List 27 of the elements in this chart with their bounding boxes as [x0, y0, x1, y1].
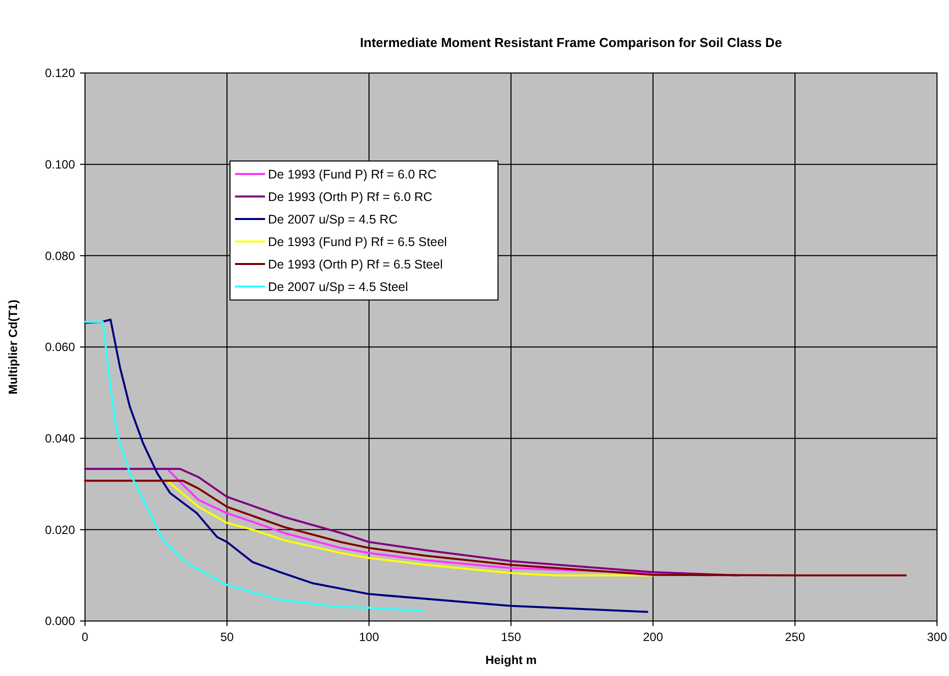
y-tick-label: 0.100 [44, 158, 76, 172]
legend-label: De 1993 (Orth P) Rf = 6.0 RC [268, 190, 432, 204]
legend-label: De 2007 u/Sp = 4.5 Steel [268, 280, 408, 294]
x-axis-title: Height m [485, 653, 537, 667]
chart-title: Intermediate Moment Resistant Frame Comparison for Soil Class De [360, 35, 782, 50]
x-tick-label: 300 [926, 630, 948, 644]
legend-label: De 1993 (Orth P) Rf = 6.5 Steel [268, 257, 443, 272]
legend-label: De 1993 (Fund P) Rf = 6.0 RC [268, 167, 436, 182]
y-tick-label: 0.120 [44, 66, 76, 80]
line-series [84, 480, 907, 576]
y-tick-label: 0.040 [44, 432, 76, 446]
y-tick-label: 0.020 [44, 522, 76, 537]
y-tick-label: 0.000 [44, 614, 76, 628]
x-tick-label: 0 [82, 630, 89, 644]
y-tick-label: 0.080 [44, 248, 76, 263]
x-tick-label: 150 [500, 630, 522, 644]
line-series [166, 480, 654, 576]
x-tick-label: 50 [220, 630, 234, 644]
line-series [84, 318, 648, 613]
line-series [84, 320, 424, 612]
x-tick-label: 250 [784, 630, 806, 644]
y-tick-label: 0.060 [44, 340, 76, 354]
x-tick-label: 200 [642, 630, 664, 644]
legend-label: De 2007 u/Sp = 4.5 RC [268, 212, 398, 226]
legend-label: De 1993 (Fund P) Rf = 6.5 Steel [268, 234, 447, 249]
x-tick-label: 100 [358, 630, 380, 644]
y-axis-title: Multiplier Cd(T1) [6, 300, 20, 394]
